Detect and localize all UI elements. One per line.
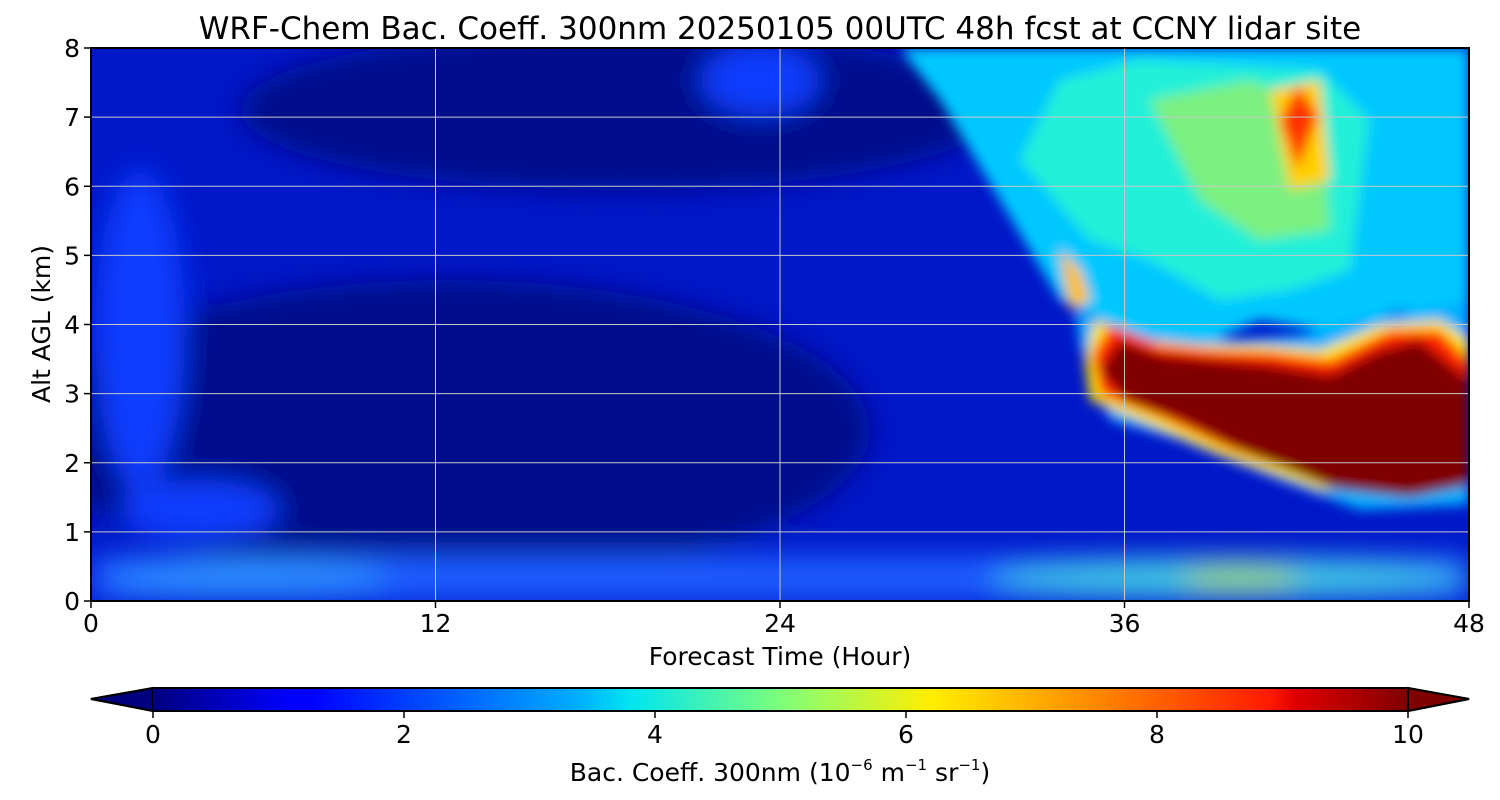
y-tick-label: 5 <box>64 241 80 270</box>
colorbar-label: Bac. Coeff. 300nm (10−6 m−1 sr−1) <box>570 756 991 787</box>
colorbar: 0 2 4 6 8 10 Bac. Coeff. 300nm (10−6 m−1 sr−1… <box>90 686 1470 787</box>
colorbar-tick-label: 8 <box>1149 720 1165 749</box>
y-axis-label: Alt AGL (km) <box>27 245 56 403</box>
colorbar-tick-label: 6 <box>898 720 914 749</box>
y-tick-label: 3 <box>64 380 80 409</box>
colorbar-unit-exp: −6 <box>851 756 873 774</box>
colorbar-tick-label: 2 <box>396 720 412 749</box>
x-tick-label: 12 <box>420 609 452 638</box>
x-tick-label: 48 <box>1453 609 1485 638</box>
colorbar-unit-m-exp: −1 <box>905 756 927 774</box>
y-tick-label: 7 <box>64 103 80 132</box>
colorbar-unit-m: m <box>881 758 905 787</box>
colorbar-tick-label: 0 <box>145 720 161 749</box>
x-tick-label: 36 <box>1109 609 1141 638</box>
y-tick-label: 0 <box>64 587 80 616</box>
y-tick-label: 2 <box>64 449 80 478</box>
colorbar-ticks: 0 2 4 6 8 10 <box>145 711 1424 749</box>
heatmap-field <box>91 48 1469 601</box>
x-tick-label: 0 <box>83 609 99 638</box>
colorbar-unit-sr: sr <box>935 758 959 787</box>
x-axis-label: Forecast Time (Hour) <box>649 642 912 671</box>
chart-title: WRF-Chem Bac. Coeff. 300nm 20250105 00UT… <box>199 11 1362 47</box>
gridlines <box>91 48 1469 601</box>
x-axis: 0 12 24 36 48 <box>83 601 1485 638</box>
y-axis: 0 1 2 3 4 5 6 7 8 <box>64 34 91 616</box>
colorbar-label-text: Bac. Coeff. 300nm <box>570 758 801 787</box>
y-tick-label: 4 <box>64 311 80 340</box>
x-tick-label: 24 <box>764 609 796 638</box>
colorbar-unit-base: 10 <box>819 758 851 787</box>
y-tick-label: 6 <box>64 172 80 201</box>
y-tick-label: 8 <box>64 34 80 63</box>
colorbar-unit-sr-exp: −1 <box>958 756 980 774</box>
colorbar-body <box>153 688 1408 711</box>
colorbar-extend-high <box>1407 686 1470 713</box>
y-tick-label: 1 <box>64 518 80 547</box>
colorbar-tick-label: 4 <box>647 720 663 749</box>
colorbar-tick-label: 10 <box>1392 720 1424 749</box>
colorbar-extend-low <box>90 686 154 713</box>
